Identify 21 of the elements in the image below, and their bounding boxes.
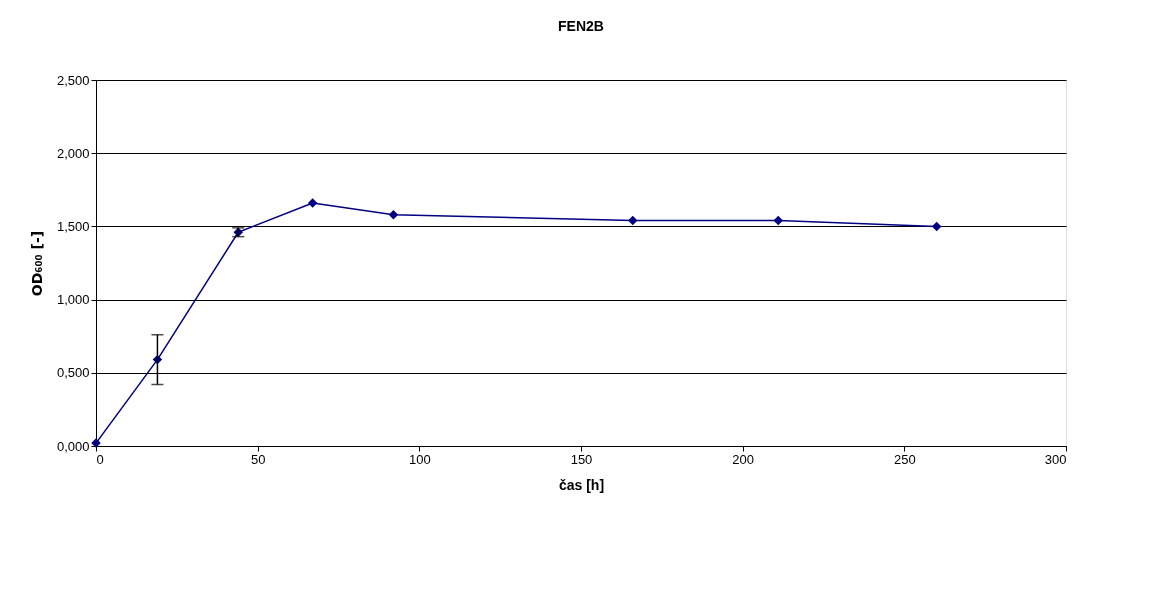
y-tick-label: 0,000: [56, 438, 90, 454]
x-tick-label: 250: [893, 451, 916, 467]
point: [307, 198, 318, 208]
y-axis-title: OD₆₀₀ [-]: [28, 230, 45, 297]
x-tick-label: 100: [408, 451, 431, 467]
x-tick-label: 200: [732, 451, 755, 467]
y-tick-label: 2,500: [56, 72, 90, 88]
x-axis-title: čas [h]: [558, 476, 605, 493]
x-tick-label: 0: [96, 451, 104, 467]
point: [931, 221, 942, 232]
point: [773, 215, 783, 226]
y-tick-label: 0,500: [56, 365, 90, 381]
point: [627, 215, 638, 226]
y-tick-label: 1,500: [56, 218, 90, 234]
point: [388, 209, 399, 220]
x-tick-label: 300: [1044, 451, 1067, 467]
y-tick-label: 2,000: [56, 145, 90, 161]
y-tick-label: 1,000: [56, 292, 90, 308]
chart-title: FEN2B: [558, 18, 604, 34]
x-tick-label: 150: [570, 451, 593, 467]
x-tick-label: 50: [250, 451, 266, 467]
